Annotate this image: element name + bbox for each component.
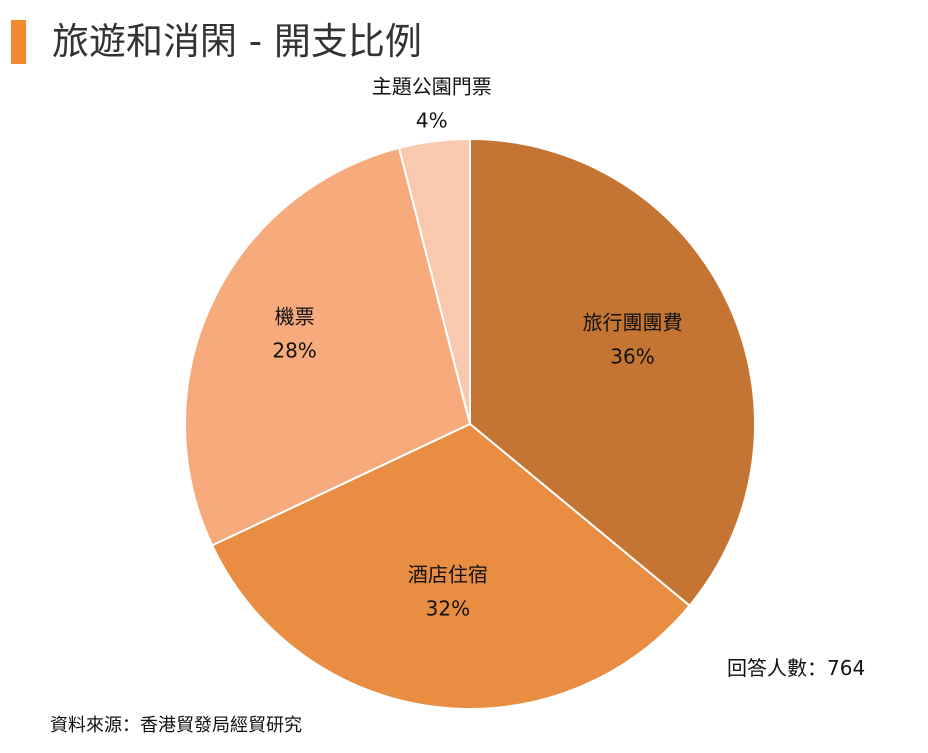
pie-slice-3	[397, 137, 471, 425]
slice-value-label-0: 36%	[610, 345, 654, 369]
slice-label-1: 酒店住宿	[408, 562, 488, 586]
title-accent-bar	[11, 20, 26, 64]
respondent-count: 回答人數：764	[727, 656, 866, 680]
slice-value-label-3: 4%	[416, 109, 448, 133]
pie-labels: 旅行團團費 36% 酒店住宿 32% 機票 28% 主題公園門票 4%	[272, 75, 682, 621]
pie-slice-0	[469, 137, 757, 608]
slice-label-2: 機票	[275, 305, 315, 329]
pie-slice-1	[210, 422, 692, 711]
slice-value-label-2: 28%	[272, 339, 316, 363]
pie-slices	[183, 137, 757, 711]
data-source: 資料來源：香港貿發局經貿研究	[50, 715, 302, 736]
slice-value-label-1: 32%	[426, 596, 470, 620]
slice-label-3: 主題公園門票	[372, 75, 492, 99]
pie-slice-2	[183, 146, 472, 547]
slice-label-0: 旅行團團費	[583, 311, 683, 335]
page-title: 旅遊和消閑 - 開支比例	[52, 20, 422, 63]
